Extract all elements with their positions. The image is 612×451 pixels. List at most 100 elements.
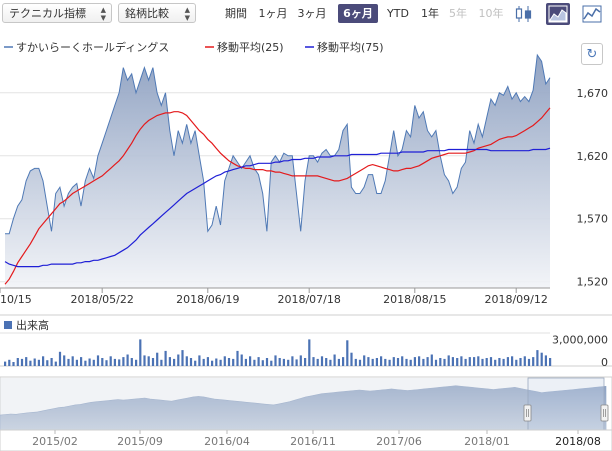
volume-bar bbox=[37, 359, 40, 366]
volume-bar bbox=[151, 358, 155, 366]
volume-bar bbox=[50, 358, 53, 366]
volume-bar bbox=[211, 360, 214, 366]
volume-bar bbox=[439, 358, 442, 366]
chevron-down-icon: ▼ bbox=[100, 14, 106, 22]
navigator-x-tick-label: 2018/01 bbox=[464, 435, 510, 448]
period-button-0[interactable]: 1ヶ月 bbox=[258, 7, 288, 20]
volume-bar bbox=[426, 357, 429, 366]
volume-bar bbox=[384, 358, 387, 366]
volume-bar bbox=[473, 357, 476, 366]
volume-bar bbox=[481, 358, 484, 366]
volume-bar bbox=[240, 354, 243, 366]
compare-label: 銘柄比較 bbox=[125, 7, 169, 20]
volume-bar bbox=[498, 358, 501, 366]
navigator-x-tick-label: 2015/09 bbox=[117, 435, 163, 448]
chevron-up-icon: ▲ bbox=[184, 6, 190, 14]
price-y-tick-label: 1,520 bbox=[577, 276, 609, 289]
period-button-4[interactable]: 1年 bbox=[421, 7, 439, 20]
volume-bar bbox=[42, 356, 45, 366]
volume-bar bbox=[396, 358, 400, 366]
volume-bar bbox=[122, 357, 125, 366]
area-chart-icon[interactable] bbox=[546, 3, 570, 25]
candlestick-chart-icon[interactable] bbox=[512, 3, 536, 25]
volume-bar bbox=[511, 356, 514, 366]
navigator-handle-right[interactable] bbox=[600, 404, 609, 422]
chevron-up-icon: ▲ bbox=[100, 6, 106, 14]
volume-bar bbox=[337, 358, 340, 366]
price-y-axis: 1,520 1,570 1,620 1,670 bbox=[577, 87, 609, 289]
compare-select[interactable]: 銘柄比較 ▲ ▼ bbox=[118, 3, 196, 23]
price-x-tick-label: 2018/08/15 bbox=[383, 293, 446, 306]
volume-bar bbox=[401, 356, 404, 366]
refresh-button[interactable]: ↻ bbox=[581, 43, 603, 65]
volume-bar bbox=[156, 352, 159, 366]
volume-bar bbox=[536, 350, 539, 366]
price-x-axis: 2018/05/22 2018/06/19 2018/07/18 2018/08/15… bbox=[0, 288, 548, 306]
volume-bar bbox=[409, 359, 412, 366]
volume-bar bbox=[206, 357, 209, 366]
volume-bar bbox=[350, 352, 353, 366]
volume-bar bbox=[88, 358, 91, 366]
volume-bar bbox=[261, 360, 264, 366]
price-y-tick-label: 1,670 bbox=[577, 87, 609, 100]
volume-panel: 出来高 0 3,000,000 bbox=[0, 314, 612, 369]
period-button-1[interactable]: 3ヶ月 bbox=[297, 7, 327, 20]
navigator-x-axis: 2015/02 2015/09 2016/04 2016/11 2017/06 2018/… bbox=[32, 430, 601, 448]
volume-bar bbox=[46, 360, 49, 366]
volume-bar bbox=[20, 358, 24, 366]
navigator-x-tick-label: 2015/02 bbox=[32, 435, 78, 448]
volume-bar bbox=[189, 358, 193, 366]
volume-bar bbox=[29, 360, 32, 366]
volume-bar bbox=[363, 355, 366, 366]
period-button-2[interactable]: 6ヶ月 bbox=[338, 4, 378, 23]
volume-bar bbox=[181, 350, 184, 366]
volume-bar bbox=[113, 358, 116, 366]
volume-bar bbox=[532, 357, 535, 366]
volume-bar bbox=[219, 359, 222, 366]
navigator-selected-range[interactable] bbox=[527, 377, 605, 431]
volume-y-tick-label: 3,000,000 bbox=[552, 333, 608, 346]
volume-bar bbox=[4, 361, 7, 366]
price-panel: 1,520 1,570 1,620 1,670 2018/05/22 2018/06/1… bbox=[0, 36, 612, 306]
navigator-handle-left[interactable] bbox=[523, 404, 532, 422]
volume-bar bbox=[71, 356, 74, 366]
volume-bar bbox=[278, 358, 281, 366]
volume-bar bbox=[75, 359, 78, 366]
volume-bar bbox=[215, 358, 218, 366]
volume-bar bbox=[380, 356, 383, 366]
volume-bar bbox=[291, 356, 294, 366]
volume-bar bbox=[413, 357, 416, 366]
price-y-tick-label: 1,620 bbox=[577, 150, 609, 163]
volume-bar bbox=[253, 359, 256, 366]
line-chart-icon[interactable] bbox=[580, 3, 604, 25]
volume-bar bbox=[447, 355, 450, 366]
volume-bar bbox=[109, 356, 112, 366]
volume-bar bbox=[519, 358, 522, 366]
volume-bar bbox=[25, 357, 28, 366]
volume-bar bbox=[12, 362, 15, 366]
navigator-x-tick-label: 2016/04 bbox=[204, 435, 250, 448]
price-x-tick-label: 2018/06/19 bbox=[176, 293, 239, 306]
chart-legend: すかいらーくホールディングス 移動平均(25) 移動平均(75) bbox=[4, 40, 384, 54]
volume-bar bbox=[346, 340, 349, 366]
volume-bar bbox=[177, 354, 180, 366]
volume-bar bbox=[194, 360, 197, 366]
volume-bar bbox=[422, 358, 425, 366]
volume-bar bbox=[515, 359, 518, 366]
volume-bar bbox=[443, 358, 446, 366]
volume-bar bbox=[185, 356, 188, 366]
navigator-panel[interactable]: 2015/02 2015/09 2016/04 2016/11 2017/06 2018/… bbox=[0, 376, 612, 451]
volume-bar bbox=[502, 358, 505, 366]
volume-bar bbox=[8, 359, 11, 366]
legend-entry: 移動平均(25) bbox=[217, 40, 284, 54]
volume-bar bbox=[249, 356, 252, 366]
volume-bar bbox=[270, 360, 273, 366]
volume-bar bbox=[371, 358, 374, 366]
volume-bar bbox=[540, 352, 543, 366]
period-button-3[interactable]: YTD bbox=[387, 7, 409, 20]
volume-bar bbox=[173, 358, 176, 366]
technical-indicator-select[interactable]: テクニカル指標 ▲ ▼ bbox=[2, 3, 112, 23]
volume-bar bbox=[342, 357, 345, 366]
navigator-area bbox=[0, 385, 607, 431]
volume-title: 出来高 bbox=[16, 318, 49, 332]
